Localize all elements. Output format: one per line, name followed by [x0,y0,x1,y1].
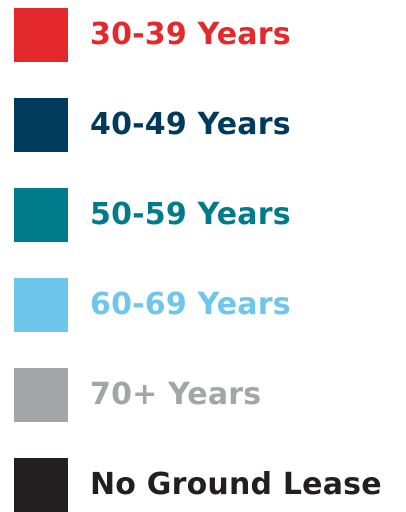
legend-swatch [14,188,68,242]
legend-label: 40-49 Years [90,107,291,142]
legend-swatch [14,98,68,152]
legend-label: 60-69 Years [90,287,291,322]
legend-item: 70+ Years [14,368,406,422]
legend-label: 50-59 Years [90,197,291,232]
legend-item: 40-49 Years [14,98,406,152]
legend-item: 50-59 Years [14,188,406,242]
legend-swatch [14,278,68,332]
legend-item: 60-69 Years [14,278,406,332]
legend-swatch [14,8,68,62]
legend-label: 30-39 Years [90,17,291,52]
legend-swatch [14,368,68,422]
legend-item: No Ground Lease [14,458,406,512]
legend-label: 70+ Years [90,377,262,412]
legend-swatch [14,458,68,512]
legend-item: 30-39 Years [14,8,406,62]
legend-label: No Ground Lease [90,467,382,502]
